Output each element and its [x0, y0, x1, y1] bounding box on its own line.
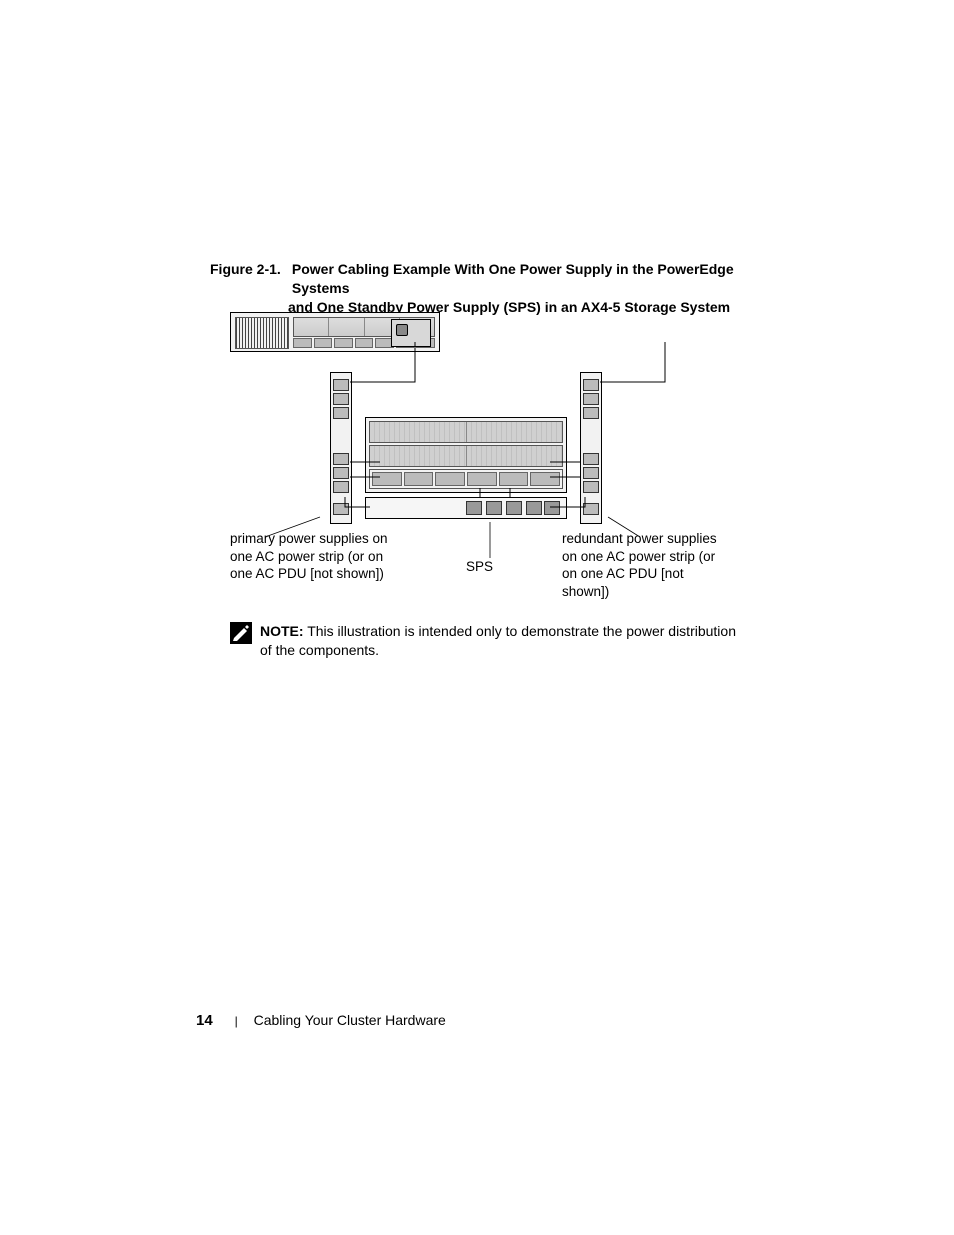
psu-right [391, 319, 431, 347]
figure-title-line1: Power Cabling Example With One Power Sup… [292, 260, 762, 298]
label-primary-power: primary power supplies on one AC power s… [230, 530, 390, 583]
note-label: NOTE: [260, 623, 304, 639]
figure-number: Figure 2-1. [210, 260, 288, 279]
note-icon [230, 622, 252, 644]
footer-separator: | [217, 1014, 250, 1028]
sps-unit [365, 497, 567, 519]
page-footer: 14 | Cabling Your Cluster Hardware [196, 1012, 446, 1029]
note-body: This illustration is intended only to de… [260, 623, 736, 658]
storage-enclosure [365, 417, 567, 493]
figure-caption: Figure 2-1. Power Cabling Example With O… [210, 260, 770, 317]
label-sps: SPS [466, 558, 493, 576]
footer-section: Cabling Your Cluster Hardware [254, 1012, 446, 1028]
note-block: NOTE: This illustration is intended only… [260, 622, 740, 660]
label-redundant-power: redundant power supplies on one AC power… [562, 530, 722, 600]
server-right [230, 312, 440, 352]
page-number: 14 [196, 1012, 213, 1029]
power-cabling-diagram [230, 312, 700, 522]
power-strip-right [580, 372, 602, 524]
power-strip-left [330, 372, 352, 524]
document-page: Figure 2-1. Power Cabling Example With O… [0, 0, 954, 1235]
note-text: NOTE: This illustration is intended only… [260, 622, 740, 660]
